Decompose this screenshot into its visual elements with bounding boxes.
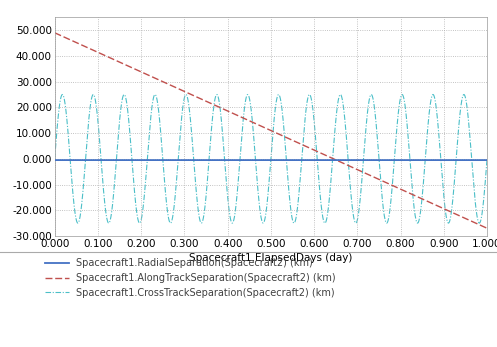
X-axis label: Spacecraft1.ElapsedDays (day): Spacecraft1.ElapsedDays (day) xyxy=(189,253,352,263)
Legend: Spacecraft1.RadialSeparation(Spacecraft2) (km), Spacecraft1.AlongTrackSeparation: Spacecraft1.RadialSeparation(Spacecraft2… xyxy=(45,258,335,298)
